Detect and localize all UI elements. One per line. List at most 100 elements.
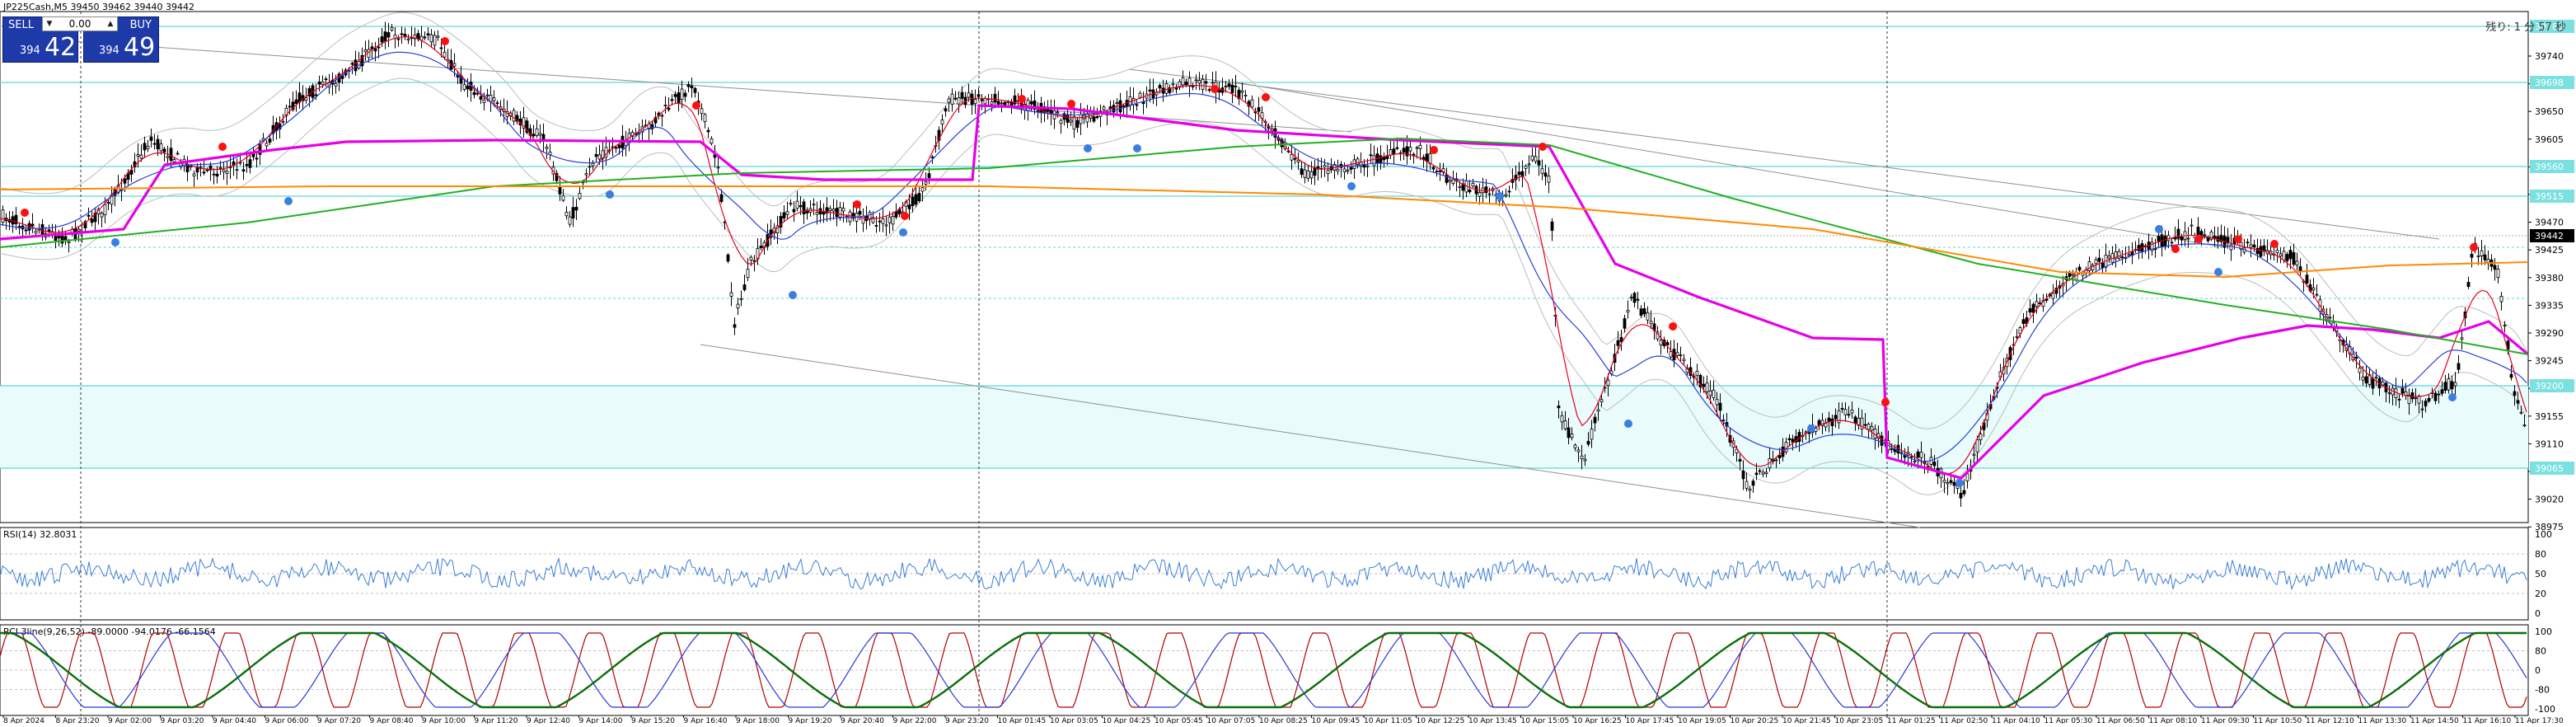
candle-body [759, 246, 763, 249]
candle-body [703, 114, 707, 123]
candle-body [1593, 416, 1597, 424]
candle-body [2114, 251, 2118, 260]
candle-body [241, 169, 246, 172]
buy-signal-dot [1624, 420, 1632, 428]
candle-body [1527, 163, 1531, 166]
buy-signal-dot [111, 238, 119, 246]
candle-body [538, 133, 542, 136]
candle-body [1632, 293, 1637, 303]
sell-label: SELL [8, 19, 34, 31]
candle-body [423, 36, 427, 39]
candle-body [2427, 397, 2431, 401]
candle-body [472, 91, 476, 96]
candle-body [706, 129, 710, 133]
candle-body [1181, 77, 1185, 86]
candle-body [884, 224, 888, 227]
candle-body [1342, 168, 1347, 172]
symbol-title: JP225Cash,M5 39450 39462 39440 39442 [3, 2, 194, 12]
time-tick-label: 10 Apr 20:25 [1731, 717, 1779, 724]
candle-body [584, 173, 588, 176]
candle-body [1309, 171, 1314, 179]
sell-signal-dot [21, 209, 29, 217]
candle-body [436, 35, 440, 38]
zone-price-tag-label: 39200 [2535, 381, 2564, 392]
candle-body [1168, 87, 1172, 93]
candle-body [1745, 481, 1749, 489]
candle-body [1131, 98, 1136, 105]
candle-body [660, 115, 664, 117]
candle-body [2282, 251, 2286, 260]
time-tick-label: 8 Apr 2024 [3, 717, 44, 724]
candle-body [1712, 389, 1716, 398]
candle-body [733, 324, 737, 328]
candle-body [1563, 420, 1567, 429]
lot-decrease-icon[interactable]: ▼ [46, 20, 53, 28]
candle-body [429, 34, 433, 43]
time-tick-label: 11 Apr 12:10 [2306, 717, 2354, 724]
candle-body [495, 102, 499, 105]
time-tick-label: 11 Apr 01:25 [1887, 717, 1936, 724]
candle-body [680, 88, 684, 101]
candle-body [591, 162, 595, 167]
candle-body [2394, 388, 2398, 398]
candle-body [1471, 183, 1475, 187]
rci-mid-line [0, 632, 2527, 708]
candle-body [1207, 89, 1211, 91]
candle-body [373, 48, 377, 52]
time-tick-label: 10 Apr 15:05 [1521, 717, 1570, 724]
price-axis: 3974039695396503960539560395153947039425… [0, 20, 2574, 532]
candle-body [960, 91, 964, 99]
candle-body [1296, 160, 1300, 163]
time-tick-label: 11 Apr 16:10 [2463, 717, 2512, 724]
buy-signal-dot [2214, 268, 2222, 276]
rsi-panel: RSI(14) 32.8031 100 80 50 20 0 [0, 529, 2552, 619]
buy-signal-dot [899, 228, 907, 237]
candle-body [2071, 274, 2075, 276]
candle-body [1695, 370, 1699, 376]
buy-label: BUY [129, 19, 152, 31]
candle-body [512, 110, 516, 122]
candle-body [990, 101, 994, 105]
candle-body [1300, 168, 1304, 176]
lot-size-input[interactable]: 0.00 [42, 16, 118, 31]
price-tick-label: 39290 [2535, 328, 2564, 339]
candle-body [386, 32, 391, 38]
candle-body [779, 216, 783, 228]
ma-orange-line [0, 185, 2529, 279]
sell-signal-dot [692, 101, 700, 110]
time-tick-label: 9 Apr 04:40 [213, 717, 256, 724]
candle-body [555, 172, 559, 181]
ma-magenta-line [0, 104, 2530, 480]
candle-body [1, 209, 5, 223]
candle-body [1576, 449, 1581, 453]
candle-body [996, 101, 1000, 105]
candle-body [677, 92, 681, 104]
candle-body [2407, 395, 2411, 405]
candle-body [2255, 247, 2260, 255]
candle-body [2522, 424, 2527, 427]
candle-body [1619, 336, 1623, 342]
candle-body [683, 92, 687, 97]
candle-body [825, 207, 829, 213]
sell-signal-dot [853, 200, 861, 209]
candle-body [1952, 481, 1956, 486]
candle-body [482, 99, 486, 103]
candle-body [564, 211, 569, 217]
candle-body [2315, 293, 2319, 296]
candle-body [1669, 351, 1673, 358]
candle-body [2120, 256, 2124, 259]
candle-body [1187, 77, 1192, 87]
one-click-trading-panel: SELL 394 42 0.00 ▼ ▲ BUY 394 49 [2, 16, 159, 63]
price-tick-label: 39020 [2535, 495, 2564, 505]
candle-body [1853, 416, 1857, 424]
candle-body [1069, 120, 1073, 123]
lot-increase-icon[interactable]: ▲ [107, 20, 114, 28]
candle-body [251, 153, 255, 157]
candle-body [1504, 194, 1508, 196]
candle-body [1306, 170, 1310, 179]
candle-body [1072, 115, 1076, 130]
candle-body [426, 33, 430, 35]
trend-line [700, 344, 1921, 528]
